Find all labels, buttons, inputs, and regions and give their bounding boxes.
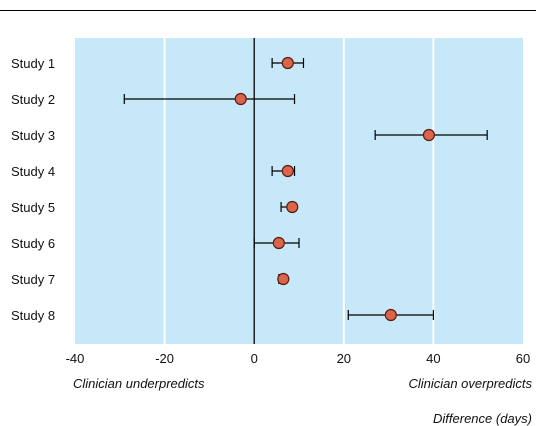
top-rule <box>0 10 536 11</box>
x-tick-label: -20 <box>155 351 174 366</box>
x-tick-labels: -40 -20 0 20 40 60 <box>66 351 531 366</box>
x-tick-label: 60 <box>516 351 530 366</box>
point-estimate <box>422 128 436 142</box>
x-tick-label: 20 <box>337 351 351 366</box>
right-annotation: Clinician overpredicts <box>408 376 532 391</box>
category-label: Study 3 <box>11 128 55 143</box>
category-label: Study 6 <box>11 236 55 251</box>
point-estimate <box>286 200 299 214</box>
x-tick-label: 0 <box>251 351 258 366</box>
category-label: Study 5 <box>11 200 55 215</box>
point-estimate <box>281 164 294 178</box>
x-tick-label: -40 <box>66 351 85 366</box>
x-tick-label: 40 <box>426 351 440 366</box>
plot-area <box>75 38 523 344</box>
data-marks <box>123 56 488 322</box>
category-label: Study 1 <box>11 56 55 71</box>
point-estimate <box>272 236 285 250</box>
gridlines <box>163 38 435 344</box>
category-label: Study 2 <box>11 92 55 107</box>
point-estimate <box>277 272 290 286</box>
category-label: Study 7 <box>11 272 55 287</box>
point-estimate <box>234 92 247 106</box>
point-estimate <box>384 308 397 322</box>
category-label: Study 4 <box>11 164 55 179</box>
x-axis-label: Difference (days) <box>433 411 532 426</box>
category-labels: Study 1 Study 2 Study 3 Study 4 Study 5 Study… <box>11 56 55 323</box>
point-estimate <box>281 56 294 70</box>
category-label: Study 8 <box>11 308 55 323</box>
left-annotation: Clinician underpredicts <box>73 376 205 391</box>
